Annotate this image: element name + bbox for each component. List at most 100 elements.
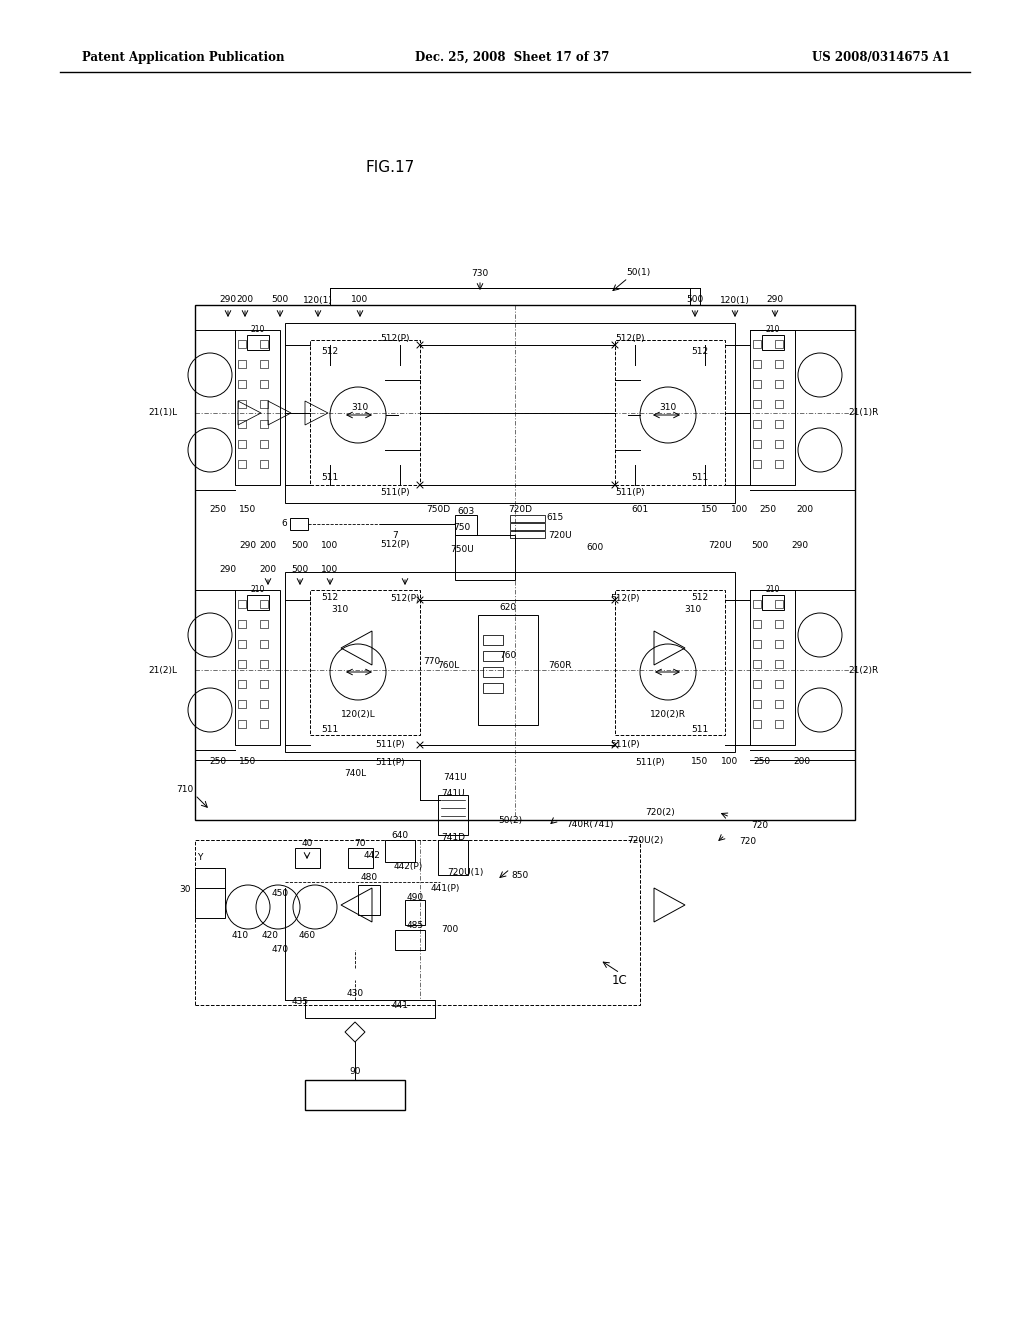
Text: 480: 480 — [360, 874, 378, 883]
Text: 512(P): 512(P) — [380, 540, 410, 549]
Text: Dec. 25, 2008  Sheet 17 of 37: Dec. 25, 2008 Sheet 17 of 37 — [415, 50, 609, 63]
Text: 500: 500 — [271, 296, 289, 305]
Bar — [762, 595, 784, 610]
Text: 700: 700 — [441, 925, 459, 935]
Text: 7: 7 — [392, 531, 398, 540]
Text: 460: 460 — [298, 931, 315, 940]
Text: 750D: 750D — [426, 506, 451, 515]
Bar — [753, 620, 761, 628]
Text: 500: 500 — [686, 296, 703, 305]
Text: 511(P): 511(P) — [380, 488, 410, 498]
Text: 720U(1): 720U(1) — [446, 869, 483, 878]
Text: 600: 600 — [587, 544, 603, 553]
Bar — [775, 601, 783, 609]
Bar — [238, 680, 246, 688]
Bar — [195, 305, 855, 820]
Bar — [305, 1080, 406, 1110]
Bar — [615, 590, 725, 735]
Text: 511(P): 511(P) — [635, 758, 665, 767]
Text: 420: 420 — [261, 931, 279, 940]
Bar — [285, 323, 735, 503]
Text: 150: 150 — [240, 758, 257, 767]
Bar — [753, 440, 761, 447]
Text: 741U: 741U — [443, 772, 467, 781]
Text: 500: 500 — [292, 565, 308, 574]
Text: 620: 620 — [500, 603, 516, 612]
Text: 310: 310 — [659, 403, 677, 412]
Text: 511: 511 — [322, 474, 339, 483]
Bar — [238, 420, 246, 428]
Text: 511(P): 511(P) — [375, 741, 404, 750]
Text: 750: 750 — [454, 524, 471, 532]
Text: 511: 511 — [691, 474, 709, 483]
Bar — [753, 601, 761, 609]
Text: 511(P): 511(P) — [375, 758, 404, 767]
Bar — [290, 517, 308, 531]
Bar — [238, 719, 246, 729]
Bar — [260, 660, 268, 668]
Text: 720U: 720U — [709, 540, 732, 549]
Text: 150: 150 — [240, 506, 257, 515]
Text: US 2008/0314675 A1: US 2008/0314675 A1 — [812, 50, 950, 63]
Bar — [438, 795, 468, 836]
Bar — [260, 459, 268, 469]
Bar — [775, 700, 783, 708]
Text: 720D: 720D — [508, 506, 532, 515]
Text: 210: 210 — [766, 586, 780, 594]
Text: 500: 500 — [752, 540, 769, 549]
Text: 640: 640 — [391, 830, 409, 840]
Bar — [260, 341, 268, 348]
Text: 760: 760 — [500, 651, 517, 660]
Bar — [238, 459, 246, 469]
Bar — [406, 900, 425, 925]
Text: 601: 601 — [632, 506, 648, 515]
Text: Y: Y — [197, 854, 203, 862]
Bar — [234, 330, 280, 484]
Text: 750U: 750U — [451, 545, 474, 554]
Bar — [247, 595, 269, 610]
Bar — [260, 380, 268, 388]
Text: 441: 441 — [391, 1001, 409, 1010]
Text: 512: 512 — [691, 594, 709, 602]
Bar — [238, 400, 246, 408]
Text: 40: 40 — [301, 840, 312, 849]
Bar — [238, 380, 246, 388]
Text: 430: 430 — [346, 989, 364, 998]
Text: 120(2)R: 120(2)R — [650, 710, 686, 719]
Bar — [753, 640, 761, 648]
Bar — [483, 651, 503, 661]
Text: 210: 210 — [251, 326, 265, 334]
Bar — [775, 640, 783, 648]
Text: 120(1): 120(1) — [303, 296, 333, 305]
Bar — [753, 700, 761, 708]
Text: 250: 250 — [210, 758, 226, 767]
Bar — [238, 360, 246, 368]
Bar — [455, 515, 477, 535]
Text: 441(P): 441(P) — [430, 883, 460, 892]
Bar — [260, 420, 268, 428]
Text: 741D: 741D — [441, 833, 465, 842]
Text: 720(2): 720(2) — [645, 808, 675, 817]
Text: 200: 200 — [237, 296, 254, 305]
Text: 210: 210 — [766, 326, 780, 334]
Bar — [310, 341, 420, 484]
Text: 100: 100 — [721, 758, 738, 767]
Text: 200: 200 — [259, 540, 276, 549]
Text: 250: 250 — [754, 758, 771, 767]
Bar — [775, 459, 783, 469]
Bar — [615, 341, 725, 484]
Text: 710: 710 — [176, 785, 194, 795]
Bar — [238, 620, 246, 628]
Bar — [753, 360, 761, 368]
Text: 90: 90 — [349, 1068, 360, 1077]
Bar — [510, 531, 545, 539]
Text: 450: 450 — [271, 888, 289, 898]
Bar — [753, 719, 761, 729]
Text: 512(P): 512(P) — [390, 594, 420, 602]
Text: 512(P): 512(P) — [610, 594, 640, 602]
Text: 500: 500 — [292, 540, 308, 549]
Bar — [310, 590, 420, 735]
Text: 740R(741): 740R(741) — [566, 821, 613, 829]
Bar — [438, 840, 468, 875]
Text: 470: 470 — [271, 945, 289, 954]
